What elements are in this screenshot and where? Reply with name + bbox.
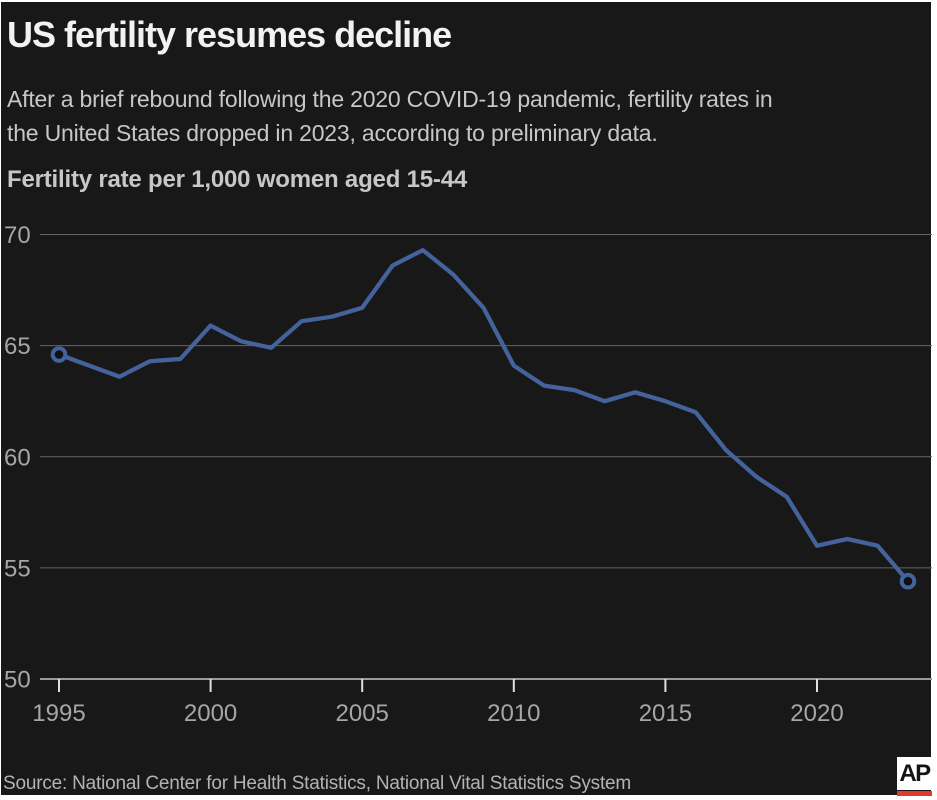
source-credit: Source: National Center for Health Stati… [3, 773, 632, 794]
chart-description: After a brief rebound following the 2020… [7, 86, 773, 146]
endpoint-marker-1995 [50, 346, 68, 363]
x-tick-label: 1995 [32, 700, 85, 727]
x-tick-label: 2005 [336, 700, 389, 727]
y-tick-label: 50 [4, 667, 31, 694]
x-tick-label: 2010 [487, 700, 540, 727]
fertility-rate-series-line [56, 247, 911, 584]
y-tick-label: 55 [4, 555, 31, 582]
y-tick-label: 60 [4, 444, 31, 471]
x-tick-label: 2000 [184, 700, 237, 727]
y-tick-label: 65 [4, 333, 31, 360]
endpoint-marker-2023 [899, 572, 917, 590]
ap-logo-red-bar [897, 791, 932, 796]
y-tick-label: 70 [4, 222, 31, 249]
ap-logo-text: AP [899, 759, 931, 787]
page-title: US fertility resumes decline [7, 14, 452, 55]
ap-logo: AP [897, 757, 932, 790]
y-axis-title: Fertility rate per 1,000 women aged 15-4… [7, 166, 467, 193]
x-tick-label: 2020 [790, 700, 843, 727]
x-tick-label: 2015 [639, 700, 692, 727]
